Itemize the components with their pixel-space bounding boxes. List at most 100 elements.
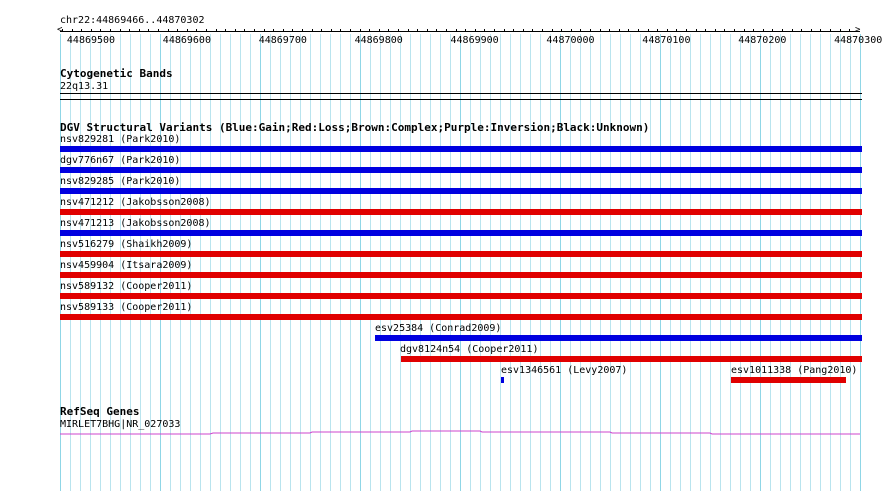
dgv-variant-bar[interactable]	[60, 293, 862, 299]
ruler-tick-mark	[216, 29, 217, 32]
ruler-tick-mark	[753, 29, 754, 32]
dgv-variant-bar[interactable]	[401, 356, 862, 362]
cytoband-label: 22q13.31	[60, 81, 109, 92]
ruler-tick-mark	[379, 29, 380, 32]
ruler-tick-label: 44869900	[450, 35, 499, 46]
ruler-tick-mark	[91, 29, 92, 32]
ruler-tick-mark	[196, 29, 197, 32]
ruler-tick-mark	[504, 29, 505, 32]
dgv-variant-label: nsv589132 (Cooper2011)	[60, 281, 193, 292]
dgv-variant-bar[interactable]	[731, 377, 846, 383]
ruler-tick-mark	[408, 29, 409, 32]
ruler-tick-mark	[772, 29, 773, 32]
ruler-tick-mark	[676, 29, 677, 32]
dgv-variant-bar[interactable]	[60, 209, 862, 215]
ruler-tick-mark	[830, 29, 831, 32]
ruler-tick-mark	[849, 29, 850, 32]
ruler-tick-mark	[609, 29, 610, 32]
ruler-tick-mark	[292, 29, 293, 32]
ruler-tick-mark	[782, 29, 783, 32]
dgv-variant-bar[interactable]	[60, 272, 862, 278]
ruler-tick-mark	[331, 29, 332, 32]
ruler-tick-mark	[705, 29, 706, 32]
ruler-tick-mark	[667, 29, 668, 32]
ruler-tick-mark	[158, 29, 159, 32]
ruler-tick-mark	[187, 29, 188, 32]
dgv-variant-label: nsv471212 (Jakobsson2008)	[60, 197, 211, 208]
ruler-tick-mark	[129, 29, 130, 32]
ruler-tick-label: 44869500	[66, 35, 116, 46]
ruler-tick-mark	[225, 29, 226, 32]
ruler-tick-mark	[619, 29, 620, 32]
cytoband-track-line-top	[60, 93, 862, 94]
dgv-variant-label: esv25384 (Conrad2009)	[375, 323, 502, 334]
ruler-tick-mark	[168, 29, 169, 32]
ruler-tick-mark	[648, 29, 649, 32]
ruler-axis	[60, 31, 860, 32]
ruler-tick-mark	[580, 29, 581, 32]
refseq-track-title: RefSeq Genes	[60, 405, 140, 418]
ruler-tick-mark	[110, 29, 111, 32]
dgv-variant-label: esv1346561 (Levy2007)	[501, 365, 628, 376]
ruler-tick-mark	[139, 29, 140, 32]
dgv-variant-label: nsv459904 (Itsara2009)	[60, 260, 193, 271]
ruler-tick-mark	[340, 29, 341, 32]
ruler-tick-mark	[571, 29, 572, 32]
dgv-variant-label: dgv776n67 (Park2010)	[60, 155, 181, 166]
refseq-gene-track[interactable]	[0, 425, 890, 441]
ruler-tick-mark	[283, 29, 284, 32]
ruler-right-arrow: >	[855, 25, 861, 35]
dgv-variant-bar[interactable]	[60, 188, 862, 194]
dgv-variant-bar[interactable]	[60, 314, 862, 320]
ruler-tick-mark	[465, 29, 466, 32]
ruler-tick-mark	[360, 29, 361, 32]
ruler-tick-mark	[321, 29, 322, 32]
dgv-variant-bar[interactable]	[375, 335, 862, 341]
ruler-tick-mark	[254, 29, 255, 32]
ruler-left-arrow: <	[57, 25, 63, 35]
ruler-tick-mark	[120, 29, 121, 32]
region-label: chr22:44869466..44870302	[60, 15, 205, 26]
dgv-variant-bar[interactable]	[60, 251, 862, 257]
ruler-tick-label: 44870000	[546, 35, 595, 46]
ruler-tick-mark	[427, 29, 428, 32]
ruler-tick-mark	[600, 29, 601, 32]
ruler-tick-mark	[235, 29, 236, 32]
dgv-variant-bar[interactable]	[60, 146, 862, 152]
dgv-variant-bar[interactable]	[501, 377, 504, 383]
ruler-tick-mark	[206, 29, 207, 32]
ruler-tick-mark	[628, 29, 629, 32]
ruler-tick-mark	[388, 29, 389, 32]
refseq-gene-feature[interactable]	[60, 430, 860, 435]
ruler-tick-mark	[724, 29, 725, 32]
ruler-tick-label: 44869800	[354, 35, 403, 46]
ruler-tick-mark	[513, 29, 514, 32]
ruler-tick-mark	[657, 29, 658, 32]
dgv-variant-label: nsv829285 (Park2010)	[60, 176, 181, 187]
ruler-tick-mark	[494, 29, 495, 32]
dgv-variant-label: nsv829281 (Park2010)	[60, 134, 181, 145]
ruler-tick-mark	[369, 29, 370, 32]
ruler-tick-mark	[715, 29, 716, 32]
ruler-tick-mark	[398, 29, 399, 32]
ruler-tick-mark	[302, 29, 303, 32]
dgv-variant-label: esv1011338 (Pang2010)	[731, 365, 858, 376]
ruler-tick-mark	[148, 29, 149, 32]
ruler-tick-mark	[446, 29, 447, 32]
ruler-tick-mark	[744, 29, 745, 32]
ruler-tick-mark	[590, 29, 591, 32]
ruler-tick-label: 44870200	[738, 35, 787, 46]
ruler-tick-mark	[177, 29, 178, 32]
ruler-tick-mark	[72, 29, 73, 32]
ruler-tick-label: 44869600	[162, 35, 211, 46]
dgv-variant-bar[interactable]	[60, 230, 862, 236]
ruler-tick-mark	[820, 29, 821, 32]
dgv-variant-bar[interactable]	[60, 167, 862, 173]
ruler-tick-mark	[484, 29, 485, 32]
ruler-tick-mark	[62, 29, 63, 32]
ruler-tick-mark	[273, 29, 274, 32]
ruler-tick-label: 44870300	[834, 35, 883, 46]
dgv-variant-label: dgv8124n54 (Cooper2011)	[400, 344, 539, 355]
ruler-tick-mark	[532, 29, 533, 32]
cytoband-track-line-bottom	[60, 99, 862, 100]
